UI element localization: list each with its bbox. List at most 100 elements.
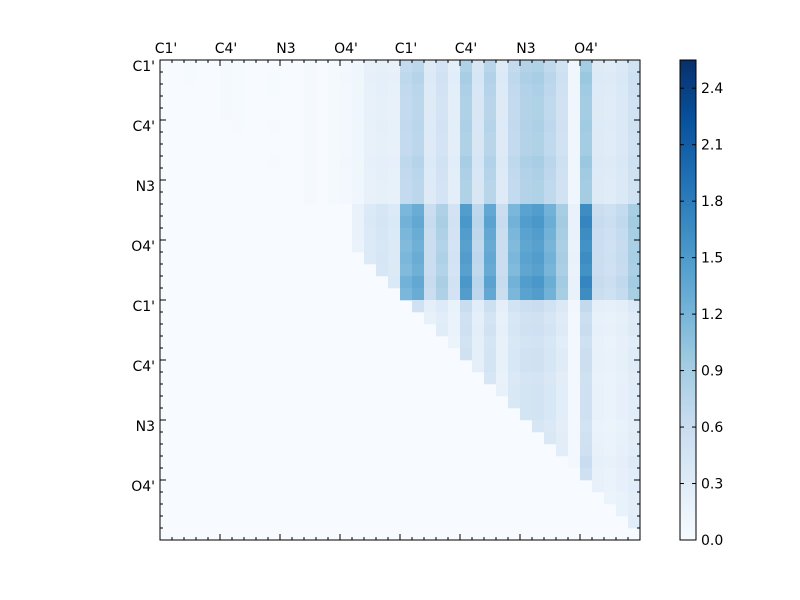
heatmap-cell [496,204,509,217]
heatmap-cell [508,396,521,409]
heatmap-cell [412,144,425,157]
y-tick-label: N3 [136,419,155,435]
heatmap-cell [616,288,629,301]
heatmap-cell [580,348,593,361]
heatmap-cell [520,144,533,157]
heatmap-cell [340,168,353,181]
heatmap-cell [364,192,377,205]
heatmap-cell [628,480,641,493]
x-tick-label: N3 [276,41,295,57]
heatmap-cell [568,384,581,397]
heatmap-cell [628,276,641,289]
heatmap-cell [592,204,605,217]
heatmap-cell [520,300,533,313]
heatmap-cell [580,204,593,217]
heatmap-cell [520,192,533,205]
heatmap-cell [352,84,365,97]
heatmap-cell [424,72,437,85]
heatmap-cell [628,132,641,145]
heatmap-cell [376,72,389,85]
heatmap-cell [616,372,629,385]
heatmap-cell [604,456,617,469]
heatmap-cell [472,216,485,229]
heatmap-cell [328,120,341,133]
heatmap-cell [352,96,365,109]
heatmap-cell [508,96,521,109]
heatmap-cell [352,216,365,229]
heatmap-cell [568,60,581,73]
heatmap-cell [628,324,641,337]
heatmap-cell [520,396,533,409]
heatmap-cell [580,396,593,409]
heatmap-cell [388,120,401,133]
heatmap-cell [304,132,317,145]
heatmap-cell [556,348,569,361]
heatmap-cell [328,156,341,169]
heatmap-cell [460,132,473,145]
heatmap-cell [556,384,569,397]
heatmap-cell [436,276,449,289]
heatmap-cell [556,132,569,145]
heatmap-cell [352,132,365,145]
heatmap-cell [484,96,497,109]
heatmap-cell [328,96,341,109]
heatmap-cell [376,96,389,109]
heatmap-cell [604,180,617,193]
heatmap-cell [460,228,473,241]
heatmap-cell [568,300,581,313]
heatmap-cell [484,132,497,145]
heatmap-cell [412,132,425,145]
heatmap-cell [544,336,557,349]
heatmap-cell [604,228,617,241]
heatmap-cell [508,144,521,157]
heatmap-cell [268,120,281,133]
heatmap-cell [592,348,605,361]
heatmap-cell [628,96,641,109]
heatmap-cell [604,156,617,169]
heatmap-cell [412,252,425,265]
heatmap-cell [484,84,497,97]
heatmap-cell [496,60,509,73]
y-tick-label: C4' [132,359,155,375]
heatmap-cell [580,228,593,241]
heatmap-cell [520,276,533,289]
heatmap-cell [436,60,449,73]
heatmap-cell [628,228,641,241]
heatmap-cell [604,168,617,181]
heatmap-cell [604,132,617,145]
heatmap-cell [544,324,557,337]
heatmap-cell [544,312,557,325]
heatmap-cell [376,168,389,181]
heatmap-cell [532,300,545,313]
heatmap-cell [448,240,461,253]
heatmap-cell [364,216,377,229]
heatmap-cell [436,264,449,277]
heatmap-cell [508,216,521,229]
heatmap-cell [532,72,545,85]
heatmap-cell [532,216,545,229]
heatmap-cell [448,336,461,349]
heatmap-cell [628,456,641,469]
heatmap-cell [436,156,449,169]
heatmap-cell [532,288,545,301]
heatmap-cell [436,144,449,157]
heatmap-cell [520,108,533,121]
heatmap-cell [568,336,581,349]
heatmap-cell [376,156,389,169]
heatmap-cell [232,72,245,85]
heatmap-cell [628,372,641,385]
heatmap-cell [520,120,533,133]
heatmap-cell [532,228,545,241]
heatmap-cell [592,192,605,205]
colorbar-tick-label: 1.5 [701,251,723,267]
heatmap-cell [508,300,521,313]
heatmap-cell [436,288,449,301]
heatmap-cell [448,60,461,73]
heatmap-cell [400,168,413,181]
heatmap-cell [508,336,521,349]
x-tick-label: C1' [395,41,418,57]
heatmap-cell [388,168,401,181]
heatmap-cell [592,108,605,121]
heatmap-cell [628,408,641,421]
